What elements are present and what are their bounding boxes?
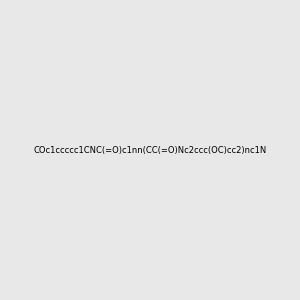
Text: COc1ccccc1CNC(=O)c1nn(CC(=O)Nc2ccc(OC)cc2)nc1N: COc1ccccc1CNC(=O)c1nn(CC(=O)Nc2ccc(OC)cc… [33, 146, 267, 154]
